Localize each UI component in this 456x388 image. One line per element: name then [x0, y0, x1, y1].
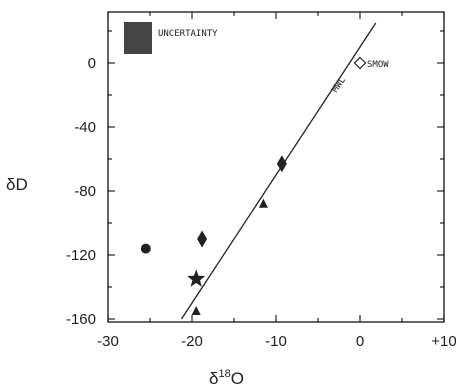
plot-frame	[107, 11, 445, 323]
uncertainty-label: UNCERTAINTY	[158, 29, 218, 39]
mwl-line-group: MWL	[180, 22, 377, 320]
smow-label: SMOW	[367, 60, 389, 70]
triangle-point	[191, 306, 201, 315]
legend: UNCERTAINTY	[124, 22, 218, 54]
mwl-line	[180, 22, 377, 320]
mwl-label: MWL	[331, 76, 348, 95]
x-tick-label: 0	[356, 333, 364, 350]
y-tick-label: -80	[74, 183, 96, 200]
y-tick-labels: 0 -40 -80 -120 -160	[66, 55, 96, 328]
x-tick-label: +10	[431, 333, 456, 350]
x-axis-label: δ18O	[209, 368, 244, 388]
x-axis-label-superscript: 18	[218, 368, 230, 380]
uncertainty-box	[124, 22, 152, 54]
y-tick-label: 0	[88, 55, 96, 72]
x-tick-label: -30	[97, 333, 119, 350]
diamond-point	[276, 155, 287, 173]
x-tick-label: -20	[181, 333, 203, 350]
y-tick-label: -120	[66, 247, 96, 264]
plot-border	[107, 11, 445, 323]
star-point	[187, 269, 206, 287]
circle-point	[140, 243, 151, 254]
x-axis-label-tail: O	[231, 369, 244, 388]
triangle-point	[258, 198, 268, 208]
x-axis-label-base: δ	[209, 369, 218, 388]
axis-ticks	[107, 12, 445, 322]
y-tick-label: -40	[74, 119, 96, 136]
x-tick-label: -10	[265, 333, 287, 350]
smow-marker	[353, 56, 367, 70]
diamond-point	[197, 230, 208, 248]
y-tick-label: -160	[66, 311, 96, 328]
y-axis-label: δD	[6, 175, 28, 194]
data-points: SMOW	[140, 56, 389, 315]
x-tick-labels: -30 -20 -10 0 +10	[97, 333, 456, 350]
